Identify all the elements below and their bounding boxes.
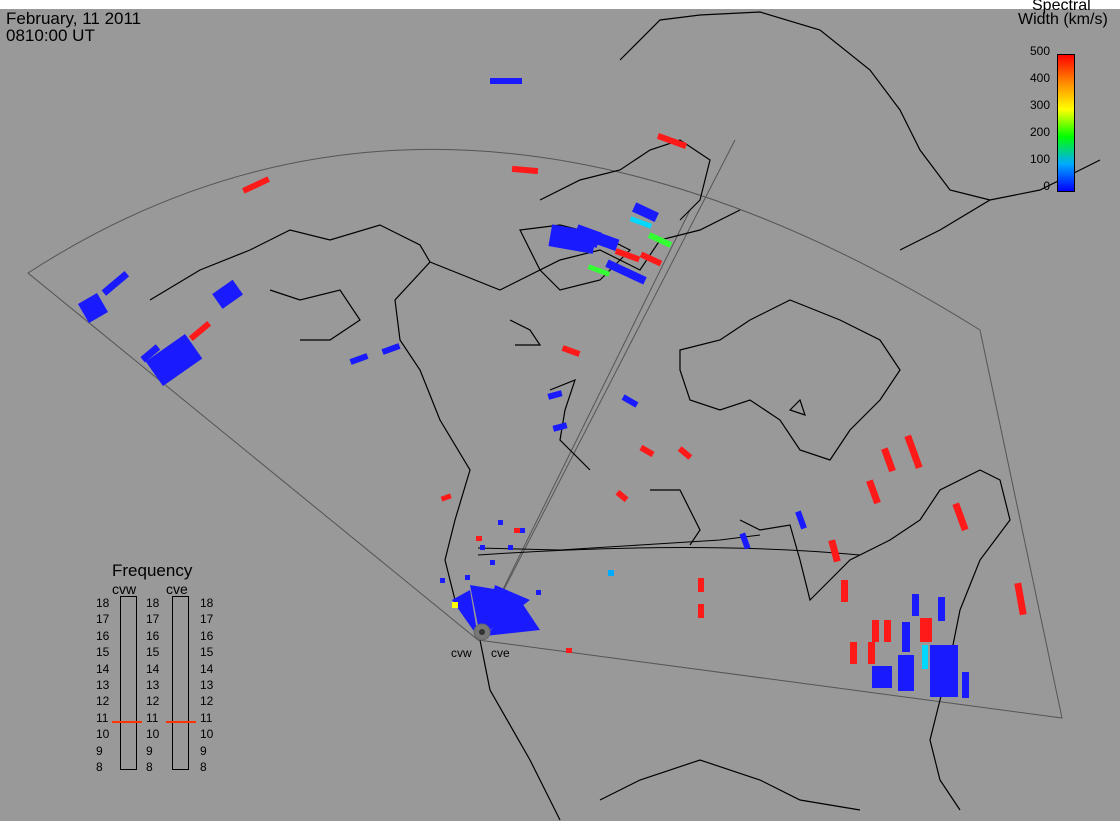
freq-tick-right: 17 (200, 612, 214, 627)
echo-fan (440, 520, 541, 637)
freq-tick-left: 9 (96, 743, 103, 758)
freq-tick-mid: 8 (146, 760, 153, 774)
freq-tick-right: 16 (200, 628, 214, 643)
freq-tick-left: 18 (96, 596, 110, 610)
frequency-marker-cve (166, 721, 196, 724)
freq-tick-right: 18 (200, 596, 214, 610)
range-arc (477, 547, 861, 556)
top-strip (0, 0, 1120, 9)
freq-tick-right: 11 (200, 710, 213, 725)
freq-tick-left: 8 (96, 760, 103, 774)
echo-patches-blue (77, 78, 969, 698)
time-label: 0810:00 UT (6, 26, 95, 45)
echo-patches-red (188, 133, 1027, 664)
colorbar-units: Width (km/s) (1018, 11, 1108, 28)
freq-tick-left: 14 (96, 661, 110, 676)
freq-tick-mid: 17 (146, 612, 160, 627)
freq-tick-mid: 15 (146, 645, 160, 660)
freq-tick-left: 12 (96, 694, 110, 709)
freq-tick-mid: 11 (146, 710, 159, 725)
freq-tick-mid: 13 (146, 678, 160, 692)
colorbar-tick: 100 (1029, 152, 1050, 166)
freq-tick-left: 11 (96, 710, 109, 725)
freq-tick-mid: 10 (146, 727, 160, 742)
beam-line (477, 209, 691, 641)
colorbar (1057, 54, 1075, 192)
freq-tick-right: 15 (200, 645, 214, 660)
beam-line (477, 139, 736, 641)
coastlines (149, 11, 1101, 821)
freq-tick-right: 14 (200, 661, 214, 676)
colorbar-tick: 200 (1029, 125, 1050, 139)
frequency-label-cve: cve (166, 581, 188, 597)
frequency-title: Frequency (112, 561, 193, 580)
freq-tick-left: 16 (96, 628, 110, 643)
colorbar-title: Spectral (1032, 0, 1091, 14)
colorbar-tick: 300 (1029, 98, 1050, 112)
freq-tick-left: 17 (96, 612, 110, 627)
freq-tick-left: 13 (96, 678, 110, 692)
echo-patches-other (452, 216, 928, 669)
frequency-scale-cvw (120, 596, 137, 770)
freq-tick-left: 15 (96, 645, 110, 660)
freq-tick-mid: 12 (146, 694, 160, 709)
frequency-marker-cvw (112, 721, 142, 724)
fov-outline (27, 148, 1063, 719)
date-label: February, 11 2011 (6, 9, 142, 28)
frequency-label-cvw: cvw (112, 581, 137, 597)
freq-tick-left: 10 (96, 727, 110, 742)
colorbar-tick: 500 (1029, 44, 1050, 58)
border-line (477, 534, 761, 551)
site-label-cvw: cvw (451, 646, 472, 660)
freq-tick-mid: 18 (146, 596, 160, 610)
freq-tick-right: 10 (200, 727, 214, 742)
freq-tick-mid: 16 (146, 628, 160, 643)
colorbar-tick: 0 (1043, 179, 1050, 193)
freq-tick-right: 12 (200, 694, 214, 709)
freq-tick-mid: 9 (146, 743, 153, 758)
radar-site-dot (479, 629, 485, 635)
freq-tick-right: 8 (200, 760, 207, 774)
site-label-cve: cve (491, 646, 510, 660)
freq-tick-right: 9 (200, 743, 207, 758)
freq-tick-mid: 14 (146, 661, 160, 676)
freq-tick-right: 13 (200, 678, 214, 692)
frequency-scale-cve (172, 596, 189, 770)
colorbar-tick: 400 (1029, 71, 1050, 85)
